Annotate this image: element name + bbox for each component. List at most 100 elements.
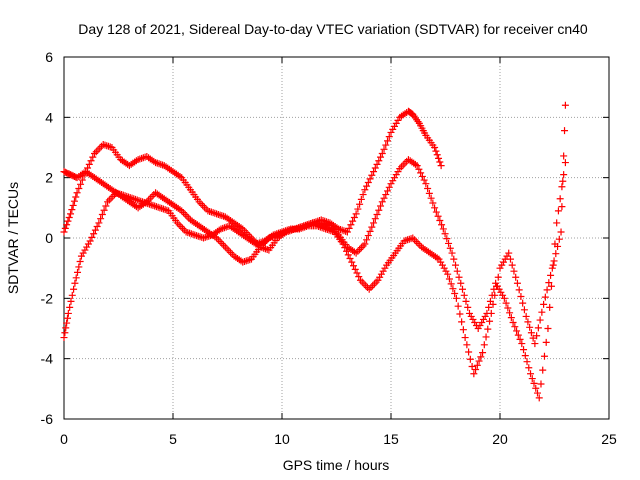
data-point <box>370 280 378 288</box>
data-point <box>363 236 371 244</box>
data-point <box>346 255 354 263</box>
data-point <box>437 162 445 170</box>
data-point <box>63 221 71 229</box>
data-point <box>380 194 388 202</box>
data-point <box>181 210 189 218</box>
data-point <box>97 142 105 150</box>
data-point <box>161 206 169 214</box>
data-point <box>92 148 100 156</box>
data-point <box>71 279 79 287</box>
data-point <box>199 201 207 209</box>
data-point <box>513 279 521 287</box>
data-point <box>531 340 539 348</box>
data-point <box>425 189 433 197</box>
data-point <box>354 205 362 213</box>
x-tick-label: 10 <box>274 431 290 447</box>
data-point <box>63 319 71 327</box>
data-point <box>506 255 514 263</box>
data-point <box>465 348 473 356</box>
data-point <box>355 273 363 281</box>
data-point <box>224 223 232 231</box>
data-point <box>505 249 513 257</box>
data-point <box>365 285 373 293</box>
y-tick-label: 2 <box>45 170 53 186</box>
data-point <box>513 327 521 335</box>
data-point <box>349 217 357 225</box>
data-point <box>414 239 422 247</box>
data-point <box>433 151 441 159</box>
data-point <box>175 221 183 229</box>
data-point <box>482 333 490 341</box>
data-point <box>70 197 78 205</box>
data-point <box>450 255 458 263</box>
data-point <box>548 264 556 272</box>
data-point <box>464 303 472 311</box>
data-point <box>372 278 380 286</box>
data-point <box>67 210 75 218</box>
data-point <box>527 329 535 337</box>
data-point <box>213 210 221 218</box>
data-point <box>509 318 517 326</box>
data-point <box>511 323 519 331</box>
data-point <box>220 241 228 249</box>
data-point <box>241 258 249 266</box>
data-point <box>557 228 565 236</box>
data-point <box>455 273 463 281</box>
data-point <box>78 176 86 184</box>
data-point <box>525 364 533 372</box>
data-point <box>506 309 514 317</box>
data-point <box>507 314 515 322</box>
data-point <box>535 394 543 402</box>
y-tick-label: -2 <box>41 290 54 306</box>
data-point <box>539 366 547 374</box>
x-tick-label: 5 <box>169 431 177 447</box>
data-point <box>558 203 566 211</box>
data-point <box>545 279 553 287</box>
data-point <box>384 137 392 145</box>
data-point <box>424 185 432 193</box>
data-point <box>555 235 563 243</box>
data-point <box>356 200 364 208</box>
data-point <box>560 171 568 179</box>
data-point <box>98 210 106 218</box>
x-tick-label: 20 <box>492 431 508 447</box>
x-tick-label: 25 <box>601 431 617 447</box>
data-point <box>141 153 149 161</box>
data-point <box>68 206 76 214</box>
data-point <box>218 239 226 247</box>
data-point <box>458 318 466 326</box>
data-point <box>463 341 471 349</box>
data-point <box>519 299 527 307</box>
x-tick-label: 0 <box>60 431 68 447</box>
data-point <box>351 265 359 273</box>
data-point <box>559 177 567 185</box>
data-point <box>518 340 526 348</box>
data-point <box>523 358 531 366</box>
data-point <box>200 203 208 211</box>
data-point <box>435 154 443 162</box>
data-point <box>344 251 352 259</box>
data-point <box>441 230 449 238</box>
data-point <box>191 231 199 239</box>
data-point <box>357 244 365 252</box>
data-point <box>104 198 112 206</box>
data-point <box>182 228 190 236</box>
data-point <box>183 212 191 220</box>
data-point <box>409 234 417 242</box>
data-point <box>378 150 386 158</box>
data-point <box>413 162 421 170</box>
data-point <box>94 146 102 154</box>
data-point <box>432 208 440 216</box>
data-point <box>494 273 502 281</box>
data-point <box>515 286 523 294</box>
data-point <box>72 274 80 282</box>
data-point <box>526 323 534 331</box>
data-point <box>534 324 542 332</box>
y-tick-label: 4 <box>45 109 53 125</box>
data-point <box>520 346 528 354</box>
data-point <box>411 236 419 244</box>
series-1 <box>60 107 445 254</box>
data-point <box>362 282 370 290</box>
data-point <box>561 101 569 109</box>
data-point <box>91 226 99 234</box>
